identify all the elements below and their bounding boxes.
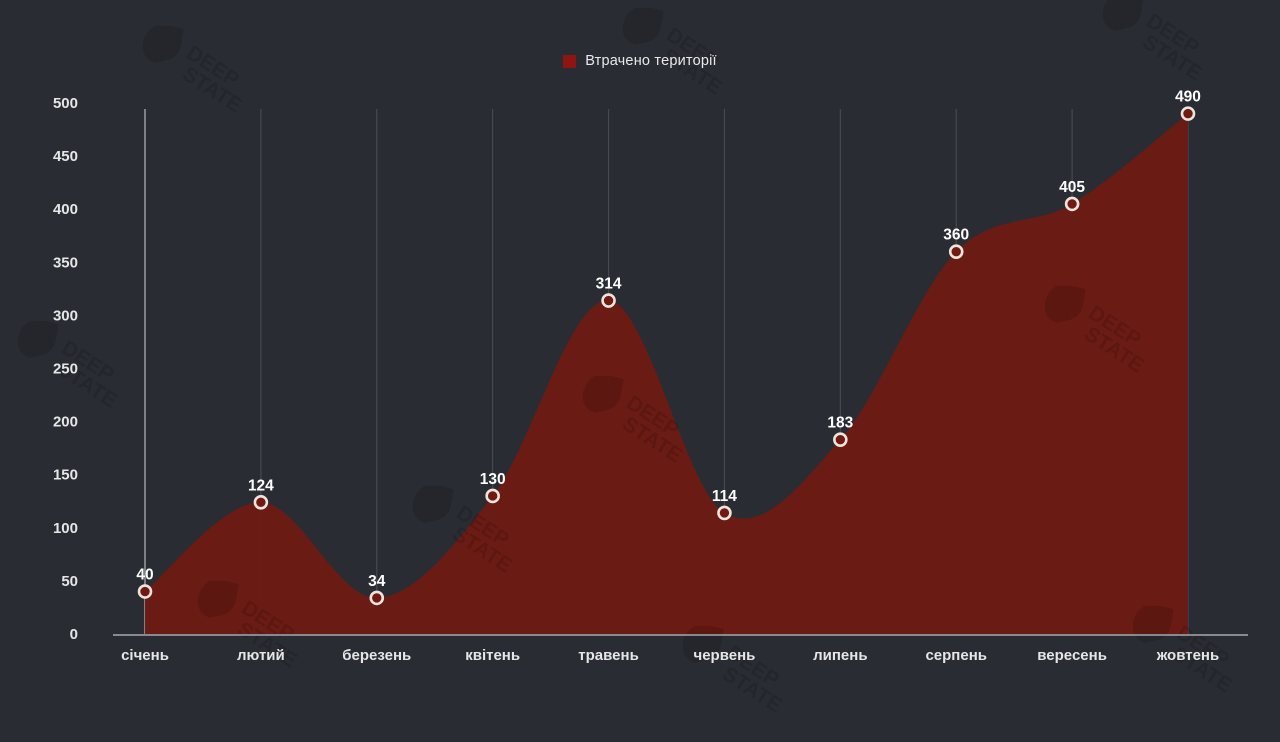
- watermark-emblem-icon: [1044, 285, 1086, 323]
- watermark-emblem-icon: [17, 320, 59, 358]
- x-axis-tick-label: лютий: [237, 647, 285, 664]
- x-axis-tick-label: вересень: [1037, 647, 1107, 664]
- x-axis-tick-label: січень: [121, 647, 169, 664]
- data-point-value-label: 360: [943, 227, 969, 244]
- data-point-marker: [833, 432, 848, 447]
- x-axis-tick-label: жовтень: [1156, 647, 1219, 664]
- watermark-emblem-icon: [622, 7, 664, 45]
- data-point-value-label: 40: [136, 567, 153, 584]
- data-point-value-label: 124: [248, 477, 274, 494]
- x-axis-tick-label: травень: [578, 647, 639, 664]
- y-axis-tick-label: 400: [53, 201, 78, 218]
- data-point-marker: [137, 584, 153, 599]
- data-point-value-label: 114: [712, 488, 737, 505]
- data-point-marker: [1064, 196, 1080, 212]
- legend[interactable]: Втрачено території: [0, 53, 1280, 69]
- watermark-emblem-icon: [197, 580, 239, 618]
- watermark-emblem-icon: [582, 375, 624, 413]
- data-point-value-label: 490: [1175, 89, 1201, 106]
- data-point-marker: [485, 488, 500, 504]
- x-axis-tick-label: квітень: [465, 647, 520, 664]
- area-series: [145, 113, 1188, 635]
- data-point-marker: [717, 505, 732, 521]
- data-point-marker: [1180, 106, 1196, 121]
- y-axis-tick-label: 100: [53, 520, 78, 537]
- watermark-emblem-icon: [412, 485, 454, 523]
- data-point-marker: [253, 495, 269, 510]
- x-axis-tick-label: серпень: [925, 647, 987, 664]
- y-axis-tick-label: 150: [53, 467, 78, 484]
- data-point-marker: [601, 293, 616, 308]
- y-axis-tick-label: 300: [53, 307, 78, 324]
- data-point-value-label: 405: [1059, 179, 1085, 196]
- data-point-value-label: 314: [596, 276, 622, 293]
- data-point-value-label: 130: [480, 471, 506, 488]
- x-axis-tick-label: липень: [813, 647, 867, 664]
- y-axis-tick-label: 50: [61, 573, 78, 590]
- y-axis-tick-label: 200: [53, 414, 78, 431]
- y-axis-tick-label: 0: [70, 626, 78, 643]
- data-point-value-label: 34: [368, 573, 386, 590]
- data-point-marker: [369, 590, 385, 606]
- watermark-emblem-icon: [1102, 0, 1144, 31]
- y-axis-tick-label: 250: [53, 361, 78, 378]
- y-axis-tick-label: 450: [53, 148, 78, 165]
- x-axis-tick-label: березень: [342, 647, 411, 664]
- watermark-emblem-icon: [1132, 605, 1174, 643]
- legend-label: Втрачено території: [585, 53, 717, 69]
- watermark-emblem-icon: [142, 25, 184, 63]
- data-point-value-label: 183: [827, 415, 853, 432]
- data-point-marker: [948, 244, 964, 259]
- y-axis-tick-label: 500: [53, 95, 78, 112]
- x-axis-tick-label: червень: [694, 647, 756, 664]
- y-axis-tick-label: 350: [53, 254, 78, 271]
- legend-swatch-icon: [563, 54, 577, 68]
